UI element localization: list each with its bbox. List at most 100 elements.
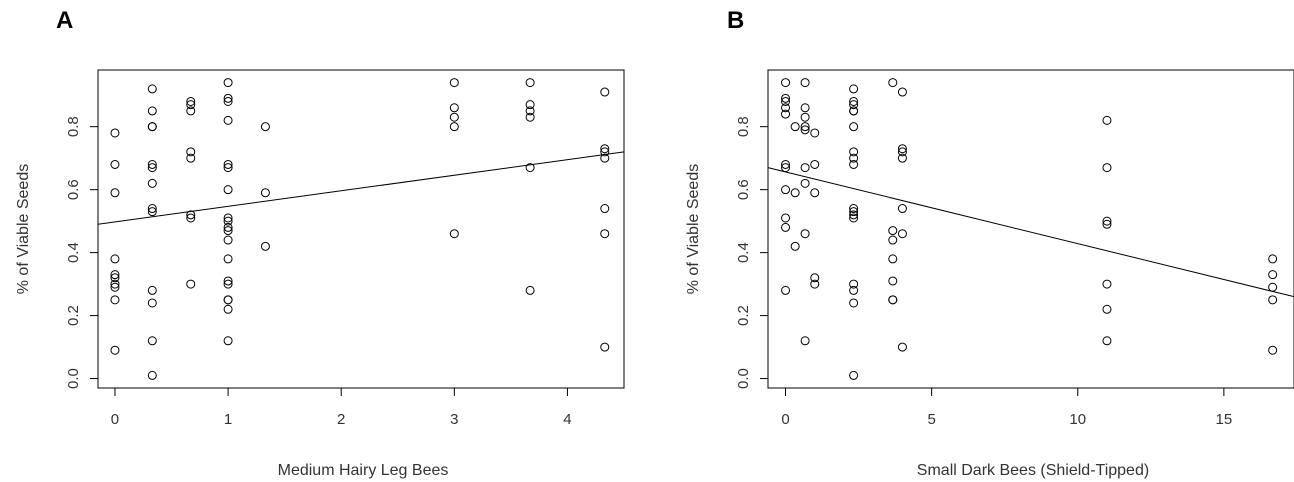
panel-a-data-point (223, 163, 233, 173)
panel-b-data-point (1102, 115, 1112, 125)
panel-b-regression-line (767, 167, 1294, 298)
panel-b-data-point (897, 87, 907, 97)
panel-b-data-point (1268, 282, 1278, 292)
panel-a-data-point (223, 159, 233, 169)
panel-a-x-tick-label: 0 (111, 411, 119, 428)
panel-b-data-point (849, 122, 859, 132)
panel-a-data-point (147, 159, 157, 169)
panel-b-data-point (1268, 254, 1278, 264)
panel-b-data-point (849, 204, 859, 214)
panel-a-data-point (147, 370, 157, 380)
panel-b-data-point (800, 229, 810, 239)
panel-b-data-point (897, 147, 907, 157)
panel-b-x-tick-label: 0 (781, 411, 789, 428)
panel-b-data-point (800, 178, 810, 188)
panel-b-data-point (888, 276, 898, 286)
panel-b-data-point (1102, 216, 1112, 226)
panel-b-data-point (800, 112, 810, 122)
panel-b-data-point (800, 336, 810, 346)
panel-b-data-point (849, 210, 859, 220)
panel-b-data-point (1102, 279, 1112, 289)
panel-b-data-point (810, 273, 820, 283)
panel-a-data-point (223, 216, 233, 226)
panel-b-data-point (897, 144, 907, 154)
panel-a: A 0 1 2 3 4 0.0 0.2 0.4 0.6 0.8 Medium Hairy Leg … (15, 7, 625, 479)
panel-b-data-point (790, 122, 800, 132)
panel-a-data-point (600, 204, 610, 214)
panel-b-x-tick-label: 5 (927, 411, 935, 428)
panel-a-x-tick-label: 3 (450, 411, 458, 428)
panel-a-data-point (186, 153, 196, 163)
panel-b-y-tick-label: 0.0 (735, 368, 752, 389)
panel-b-data-point (1268, 270, 1278, 280)
panel-a-data-point (260, 241, 270, 251)
panel-a-data-point (525, 78, 535, 88)
panel-a-data-point (449, 78, 459, 88)
panel-a-y-tick-label: 0.0 (65, 368, 82, 389)
panel-a-data-point (110, 188, 120, 198)
panel-a-data-point (600, 229, 610, 239)
panel-a-y-tick-label: 0.6 (65, 179, 82, 200)
panel-a-data-point (525, 285, 535, 295)
panel-a-data-point (600, 87, 610, 97)
panel-b-data-point (888, 254, 898, 264)
panel-b-data-point (1102, 163, 1112, 173)
panel-a-data-point (223, 276, 233, 286)
panel-a-data-point (449, 229, 459, 239)
panel-b-data-point (1268, 345, 1278, 355)
panel-a-plot-frame (97, 69, 625, 389)
panel-a-data-point (110, 295, 120, 305)
panel-a-x-tick-label: 2 (337, 411, 345, 428)
panel-a-data-point (186, 147, 196, 157)
panel-a-data-point (223, 254, 233, 264)
panel-a-data-point (600, 147, 610, 157)
panel-a-axes: 0 1 2 3 4 0.0 0.2 0.4 0.6 0.8 (65, 116, 572, 428)
panel-b-data-point (849, 153, 859, 163)
panel-a-data-point (147, 84, 157, 94)
panel-b-data-point (800, 163, 810, 173)
panel-a-data-point (223, 295, 233, 305)
panel-a-data-point (186, 96, 196, 106)
panel-a-data-point (147, 285, 157, 295)
panel-a-data-point (147, 207, 157, 217)
panel-a-data-point (223, 93, 233, 103)
panel-b-data-point (781, 109, 791, 119)
panel-b-data-point (849, 147, 859, 157)
panel-a-data-point (110, 128, 120, 138)
panel-a-data-point (525, 112, 535, 122)
panel-b-data-point (849, 213, 859, 223)
panel-a-fit-line-group (97, 151, 625, 225)
panel-b-data-point (849, 100, 859, 110)
panel-a-data-point (186, 100, 196, 110)
panel-a-y-tick-label: 0.2 (65, 305, 82, 326)
panel-a-data-point (223, 78, 233, 88)
panel-a-data-point (223, 336, 233, 346)
panel-b-data-point (781, 222, 791, 232)
panel-b-data-point (1102, 219, 1112, 229)
panel-a-data-point (110, 282, 120, 292)
panel-b-data-point (781, 78, 791, 88)
panel-b-data-point (781, 185, 791, 195)
panel-a-data-point (525, 100, 535, 110)
panel-a-y-axis-title: % of Viable Seeds (15, 164, 32, 294)
panel-b-data-point (888, 226, 898, 236)
panel-a-data-point (223, 185, 233, 195)
panel-a-data-point (147, 336, 157, 346)
panel-a-data-point (260, 122, 270, 132)
panel-a-data-point (110, 273, 120, 283)
panel-b-data-point (810, 128, 820, 138)
panel-a-y-tick-label: 0.4 (65, 242, 82, 263)
panel-b-data-point (790, 188, 800, 198)
panel-b-y-tick-label: 0.8 (735, 116, 752, 137)
panel-b-axes: 0 5 10 15 0.0 0.2 0.4 0.6 0.8 (735, 116, 1232, 428)
panel-b-data-point (888, 78, 898, 88)
panel-a-data-point (223, 279, 233, 289)
panel-b-data-point (810, 188, 820, 198)
panel-b-data-point (849, 370, 859, 380)
panel-a-data-point (449, 103, 459, 113)
panel-a-y-tick-label: 0.8 (65, 116, 82, 137)
panel-a-label: A (56, 7, 73, 34)
panel-b-data-point (897, 204, 907, 214)
panel-a-data-point (147, 178, 157, 188)
